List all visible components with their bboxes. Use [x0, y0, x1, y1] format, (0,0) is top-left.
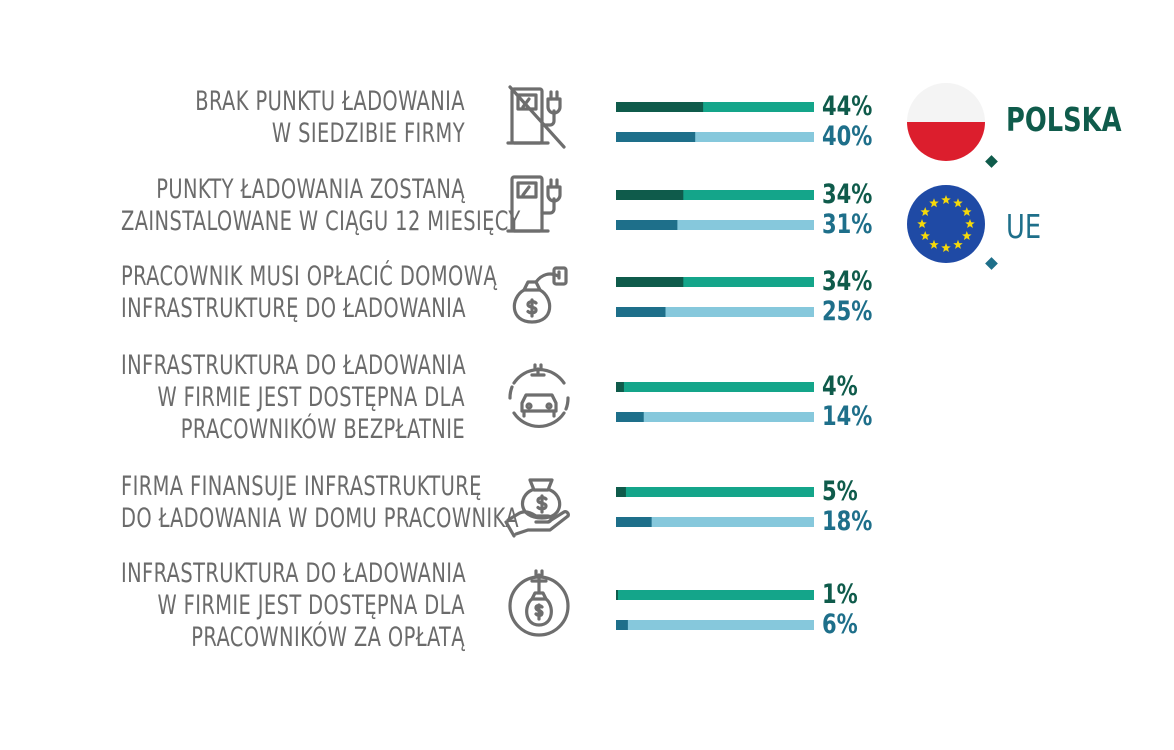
bar-track-eu	[616, 412, 814, 422]
eu-star	[917, 219, 927, 229]
category-label: BRAK PUNKTU ŁADOWANIA W SIEDZIBIE FIRMY	[35, 86, 465, 150]
bar-track-pl	[616, 102, 814, 112]
bar-track-eu	[616, 517, 814, 527]
value-label-pl: 34%	[822, 179, 873, 210]
bar-pl	[616, 382, 624, 392]
category-label-line: W SIEDZIBIE FIRMY	[271, 118, 465, 149]
category-label-line: PRACOWNIKÓW ZA OPŁATĄ	[191, 622, 466, 653]
category-label-line: PUNKTY ŁADOWANIA ZOSTANĄ	[156, 174, 465, 205]
bar-pl	[616, 487, 626, 497]
value-label-eu: 31%	[822, 209, 873, 240]
legend-label-polska: POLSKA	[1006, 100, 1122, 139]
bar-pl	[616, 277, 684, 287]
bar-track-eu	[616, 132, 814, 142]
eu-star	[941, 243, 951, 253]
eu-star	[920, 231, 930, 241]
value-label-pl: 4%	[822, 371, 858, 402]
legend-label-ue: UE	[1006, 207, 1042, 246]
eu-flag-icon	[907, 185, 985, 263]
value-label-pl: 44%	[822, 91, 873, 122]
value-label-eu: 40%	[822, 121, 873, 152]
value-label-eu: 25%	[822, 296, 873, 327]
bar-eu	[616, 620, 628, 630]
category-label-line: PRACOWNIKÓW BEZPŁATNIE	[180, 414, 466, 445]
bar-eu	[616, 220, 678, 230]
category-label: INFRASTRUKTURA DO ŁADOWANIA W FIRMIE JEST…	[35, 350, 467, 446]
bar-track-pl	[616, 590, 814, 600]
eu-star	[929, 239, 939, 249]
bar-eu	[616, 517, 652, 527]
eu-star	[920, 207, 930, 217]
value-label-pl: 34%	[822, 266, 873, 297]
bar-track-pl	[616, 382, 814, 392]
eu-star	[953, 239, 963, 249]
category-label: FIRMA FINANSUJE INFRASTRUKTURĘ DO ŁADOWAN…	[35, 471, 519, 535]
category-label: INFRASTRUKTURA DO ŁADOWANIA W FIRMIE JEST…	[35, 558, 467, 654]
bar-pl	[616, 102, 704, 112]
eu-star	[965, 219, 975, 229]
eu-star	[953, 198, 963, 208]
bar-track-pl	[616, 190, 814, 200]
money-bag-charger-icon	[502, 256, 576, 330]
category-label-line: FIRMA FINANSUJE INFRASTRUKTURĘ	[121, 471, 482, 502]
charging-station-icon	[502, 169, 576, 243]
category-label-line: W FIRMIE JEST DOSTĘPNA DLA	[157, 382, 465, 413]
bar-pl	[616, 590, 618, 600]
category-label-line: INFRASTRUKTURĘ DO ŁADOWANIA	[121, 293, 466, 324]
bar-eu	[616, 412, 644, 422]
value-label-eu: 18%	[822, 506, 873, 537]
bar-track-pl	[616, 277, 814, 287]
value-label-pl: 5%	[822, 476, 858, 507]
bar-track-eu	[616, 220, 814, 230]
value-label-pl: 1%	[822, 579, 858, 610]
category-label-line: DO ŁADOWANIA W DOMU PRACOWNIKA	[121, 503, 519, 534]
category-label-line: ZAINSTALOWANE W CIĄGU 12 MIESIĘCY	[121, 206, 521, 237]
category-label: PRACOWNIK MUSI OPŁACIĆ DOMOWĄ INFRASTRUKT…	[35, 261, 498, 325]
category-label-line: INFRASTRUKTURA DO ŁADOWANIA	[121, 558, 467, 589]
car-charging-icon	[502, 361, 576, 435]
hand-money-bag-icon	[502, 466, 576, 540]
bar-track-eu	[616, 307, 814, 317]
paid-charging-icon	[502, 569, 576, 643]
bar-track-pl	[616, 487, 814, 497]
category-label-line: BRAK PUNKTU ŁADOWANIA	[195, 86, 466, 117]
eu-star	[941, 195, 951, 205]
eu-star	[929, 198, 939, 208]
category-label-line: W FIRMIE JEST DOSTĘPNA DLA	[157, 590, 465, 621]
value-label-eu: 6%	[822, 609, 858, 640]
value-label-eu: 14%	[822, 401, 873, 432]
category-label: PUNKTY ŁADOWANIA ZOSTANĄ ZAINSTALOWANE W …	[35, 174, 521, 238]
category-label-line: INFRASTRUKTURA DO ŁADOWANIA	[121, 350, 467, 381]
bar-eu	[616, 132, 696, 142]
no-charging-station-icon	[502, 81, 576, 155]
bar-pl	[616, 190, 684, 200]
category-label-line: PRACOWNIK MUSI OPŁACIĆ DOMOWĄ	[121, 261, 498, 292]
bar-eu	[616, 307, 666, 317]
poland-flag-icon	[907, 83, 985, 161]
eu-star	[962, 231, 972, 241]
bar-track-eu	[616, 620, 814, 630]
eu-star	[962, 207, 972, 217]
